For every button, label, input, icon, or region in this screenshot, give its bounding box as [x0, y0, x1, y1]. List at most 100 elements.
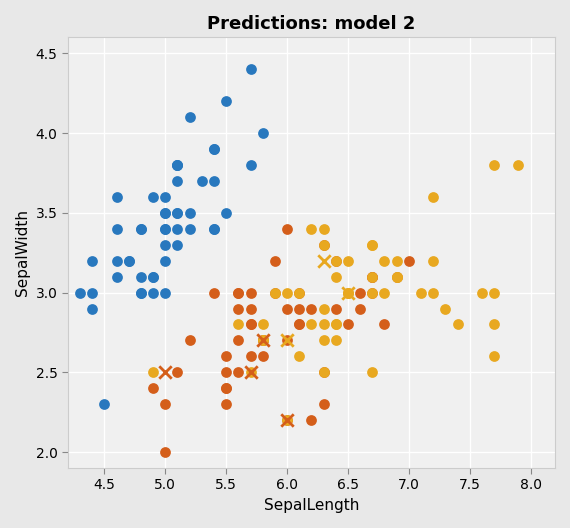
Point: [136, 272, 145, 281]
Point: [185, 336, 194, 345]
Point: [319, 240, 328, 249]
Point: [283, 224, 292, 233]
Point: [136, 224, 145, 233]
Point: [246, 320, 255, 329]
Point: [331, 320, 340, 329]
Point: [173, 368, 182, 376]
Point: [319, 224, 328, 233]
Point: [368, 240, 377, 249]
Point: [307, 224, 316, 233]
Point: [283, 416, 292, 425]
Point: [319, 368, 328, 376]
Point: [307, 416, 316, 425]
Point: [149, 272, 158, 281]
Point: [246, 161, 255, 169]
Point: [209, 177, 218, 185]
Point: [343, 320, 352, 329]
Point: [283, 336, 292, 345]
Point: [173, 240, 182, 249]
Point: [173, 161, 182, 169]
Point: [75, 288, 84, 297]
Point: [246, 65, 255, 73]
Point: [343, 288, 352, 297]
Point: [185, 113, 194, 121]
Point: [197, 177, 206, 185]
Point: [270, 288, 279, 297]
Point: [477, 288, 486, 297]
Point: [417, 288, 426, 297]
Point: [112, 272, 121, 281]
Point: [295, 352, 304, 361]
Point: [368, 288, 377, 297]
Point: [234, 288, 243, 297]
Point: [307, 304, 316, 313]
Point: [222, 384, 231, 392]
Point: [319, 336, 328, 345]
Point: [319, 368, 328, 376]
Point: [88, 257, 97, 265]
Point: [234, 320, 243, 329]
Point: [368, 272, 377, 281]
Point: [234, 304, 243, 313]
Point: [368, 272, 377, 281]
Point: [161, 257, 170, 265]
Point: [490, 352, 499, 361]
Point: [343, 288, 352, 297]
Point: [222, 352, 231, 361]
Point: [161, 288, 170, 297]
Point: [173, 224, 182, 233]
Point: [173, 209, 182, 217]
Point: [124, 257, 133, 265]
Point: [343, 257, 352, 265]
Point: [222, 97, 231, 106]
Point: [173, 161, 182, 169]
Point: [319, 320, 328, 329]
Point: [392, 272, 401, 281]
Point: [270, 288, 279, 297]
Point: [161, 400, 170, 409]
Point: [149, 272, 158, 281]
Point: [295, 304, 304, 313]
Point: [185, 209, 194, 217]
Point: [283, 416, 292, 425]
Point: [514, 161, 523, 169]
Point: [283, 304, 292, 313]
Point: [295, 288, 304, 297]
Point: [234, 336, 243, 345]
Point: [149, 368, 158, 376]
Point: [149, 384, 158, 392]
Point: [453, 320, 462, 329]
Point: [209, 224, 218, 233]
Point: [343, 288, 352, 297]
Point: [490, 320, 499, 329]
Point: [343, 288, 352, 297]
Point: [173, 161, 182, 169]
Point: [161, 209, 170, 217]
Point: [112, 193, 121, 201]
Point: [222, 209, 231, 217]
Point: [331, 272, 340, 281]
Point: [246, 368, 255, 376]
Point: [392, 272, 401, 281]
Point: [209, 288, 218, 297]
Point: [246, 288, 255, 297]
Point: [258, 352, 267, 361]
Point: [319, 304, 328, 313]
Point: [161, 240, 170, 249]
Point: [149, 288, 158, 297]
Point: [258, 129, 267, 137]
Point: [429, 257, 438, 265]
Point: [380, 257, 389, 265]
Point: [404, 257, 413, 265]
Point: [258, 336, 267, 345]
Point: [173, 177, 182, 185]
Point: [331, 257, 340, 265]
Point: [307, 320, 316, 329]
Point: [161, 224, 170, 233]
Point: [161, 448, 170, 456]
Point: [319, 240, 328, 249]
Point: [112, 224, 121, 233]
Point: [490, 288, 499, 297]
Point: [441, 304, 450, 313]
Point: [136, 224, 145, 233]
